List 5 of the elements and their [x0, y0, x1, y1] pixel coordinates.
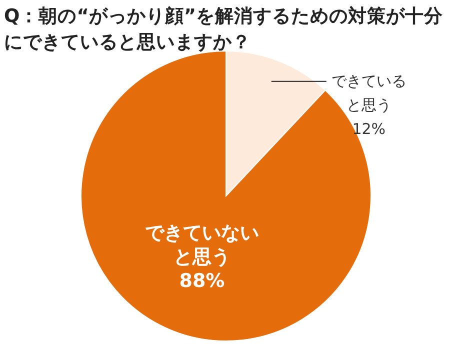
- data-label: 12%: [351, 119, 387, 140]
- slice-label: できていると思う: [330, 71, 408, 116]
- data-label: 88%: [178, 268, 226, 293]
- slice-label: できていないと思う: [144, 220, 260, 269]
- chart-title: Q：朝の“がっかり顔”を解消するための対策が十分にできていると思いますか？: [4, 4, 444, 55]
